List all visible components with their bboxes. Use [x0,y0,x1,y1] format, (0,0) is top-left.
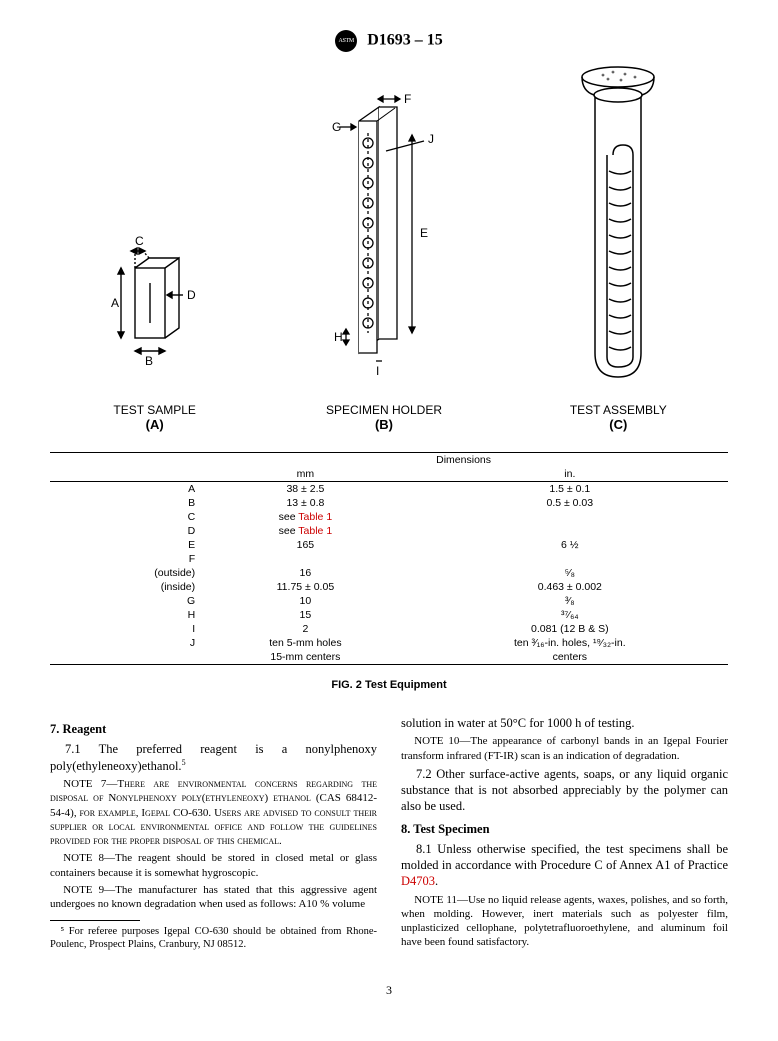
svg-text:F: F [404,93,411,106]
table-row: I20.081 (12 B & S) [50,622,728,636]
svg-text:A: A [111,296,119,310]
table-row: B13 ± 0.80.5 ± 0.03 [50,496,728,510]
p72: 7.2 Other surface-active agents, soaps, … [401,766,728,815]
ref-table1[interactable]: Table 1 [298,511,332,523]
table-row: 15-mm centerscenters [50,650,728,665]
astm-logo [335,30,357,52]
figure-diagrams: A B C D TEST SAMPLE (A) [50,72,728,432]
sec7-head: 7. Reagent [50,721,377,737]
table-row: F [50,552,728,566]
footnote5: ⁵ For referee purposes Igepal CO-630 sho… [50,925,377,952]
svg-text:J: J [428,132,434,146]
dim-title: Dimensions [199,453,728,468]
table-row: A38 ± 2.51.5 ± 0.1 [50,482,728,497]
note10: NOTE 10—The appearance of carbonyl bands… [401,734,728,763]
p71: 7.1 The preferred reagent is a nonylphen… [50,741,377,774]
specimen-holder-svg: F G J E H I [304,93,464,393]
right-column: solution in water at 50°C for 1000 h of … [401,715,728,953]
fig-c-letter: (C) [553,417,683,432]
note9: NOTE 9—The manufacturer has stated that … [50,883,377,912]
note8: NOTE 8—The reagent should be stored in c… [50,851,377,880]
svg-text:D: D [187,288,196,302]
fig-a-label: TEST SAMPLE [95,403,215,417]
doc-header: D1693 – 15 [50,30,728,52]
footnote-rule [50,920,140,921]
ref-d4703[interactable]: D4703 [401,874,435,888]
fig-b-label: SPECIMEN HOLDER [304,403,464,417]
fig-b-letter: (B) [304,417,464,432]
table-row: Csee Table 1 [50,510,728,524]
table-row: E1656 ½ [50,538,728,552]
page-number: 3 [50,983,728,998]
svg-text:C: C [135,234,144,248]
note11: NOTE 11—Use no liquid release agents, wa… [401,893,728,950]
svg-text:B: B [145,354,153,368]
table-row: G10³⁄₈ [50,594,728,608]
note9-cont: solution in water at 50°C for 1000 h of … [401,715,728,731]
test-sample-svg: A B C D [95,233,215,393]
table-row: Dsee Table 1 [50,524,728,538]
table-row: H15³⁷⁄₆₄ [50,608,728,622]
col-in: in. [412,467,728,482]
svg-text:H: H [334,330,343,344]
fig-a-letter: (A) [95,417,215,432]
doc-id: D1693 – 15 [367,32,443,49]
svg-text:G: G [332,120,341,134]
test-assembly-svg [553,63,683,393]
p81: 8.1 Unless otherwise specified, the test… [401,841,728,890]
svg-text:E: E [420,226,428,240]
left-column: 7. Reagent 7.1 The preferred reagent is … [50,715,377,953]
fig-c-label: TEST ASSEMBLY [553,403,683,417]
svg-text:I: I [376,364,379,378]
note7: NOTE 7—There are environmental concerns … [50,777,377,848]
table-row: Jten 5-mm holesten ³⁄₁₆-in. holes, ¹⁹⁄₃₂… [50,636,728,650]
table-row: (inside)11.75 ± 0.050.463 ± 0.002 [50,580,728,594]
col-mm: mm [199,467,411,482]
table-row: (outside)16⁵⁄₈ [50,566,728,580]
ref-table1[interactable]: Table 1 [298,525,332,537]
dimensions-table: Dimensions mm in. A38 ± 2.51.5 ± 0.1B13 … [50,452,728,665]
body-columns: 7. Reagent 7.1 The preferred reagent is … [50,715,728,953]
figure-caption: FIG. 2 Test Equipment [50,679,728,691]
sec8-head: 8. Test Specimen [401,821,728,837]
